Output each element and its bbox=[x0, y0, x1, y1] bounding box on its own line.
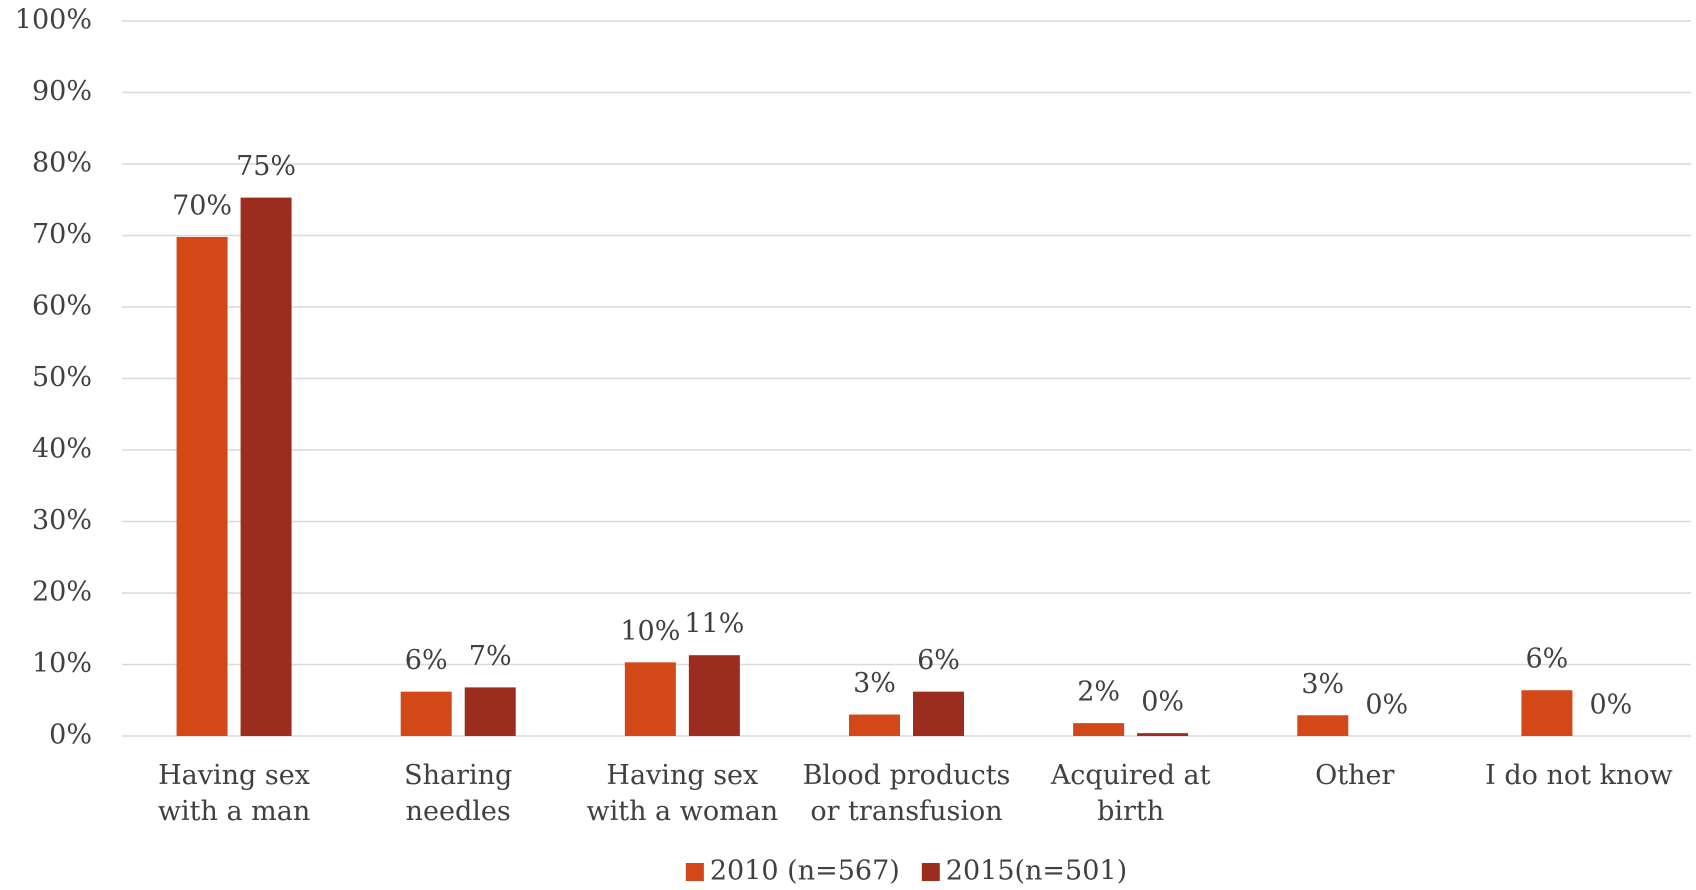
x-tick-label: Having sex with a man bbox=[157, 760, 311, 827]
bar bbox=[913, 691, 964, 736]
bar bbox=[688, 655, 740, 736]
legend-swatch bbox=[921, 863, 940, 881]
bar bbox=[464, 687, 516, 736]
bar bbox=[1521, 690, 1573, 736]
y-tick-label: 60% bbox=[32, 291, 92, 322]
x-tick-label: Blood products or transfusion bbox=[802, 760, 1011, 827]
y-tick-label: 100% bbox=[15, 5, 92, 36]
value-label: 11% bbox=[684, 609, 744, 640]
value-label: 3% bbox=[853, 668, 896, 699]
x-tick-label: Sharing needles bbox=[404, 760, 513, 827]
y-tick-label: 30% bbox=[32, 505, 92, 536]
value-label: 3% bbox=[1301, 669, 1344, 700]
y-tick-label: 80% bbox=[32, 148, 92, 179]
bar bbox=[849, 714, 900, 736]
x-tick-label: I do not know bbox=[1485, 760, 1673, 791]
value-label: 10% bbox=[620, 616, 680, 647]
x-tick-label: Having sex with a woman bbox=[586, 760, 779, 827]
legend-swatch bbox=[685, 863, 704, 881]
x-tick-label: Other bbox=[1315, 760, 1395, 791]
y-tick-label: 10% bbox=[32, 648, 92, 679]
y-tick-label: 40% bbox=[32, 434, 92, 465]
value-label: 6% bbox=[405, 645, 448, 676]
value-label: 2% bbox=[1077, 677, 1120, 708]
bar bbox=[176, 236, 228, 736]
value-label: 0% bbox=[1365, 690, 1408, 721]
value-label: 6% bbox=[917, 645, 960, 676]
y-tick-label: 70% bbox=[32, 219, 92, 250]
value-label: 7% bbox=[469, 641, 512, 672]
bar bbox=[1297, 715, 1349, 736]
legend-label: 2015(n=501) bbox=[946, 856, 1127, 887]
bar bbox=[240, 197, 292, 737]
y-tick-label: 20% bbox=[32, 577, 92, 608]
value-label: 0% bbox=[1590, 690, 1633, 721]
value-label: 6% bbox=[1526, 644, 1569, 675]
value-label: 75% bbox=[236, 151, 296, 182]
x-tick-label: Acquired at birth bbox=[1050, 760, 1211, 827]
y-tick-label: 0% bbox=[49, 720, 92, 751]
value-label: 70% bbox=[172, 190, 232, 221]
legend-label: 2010 (n=567) bbox=[710, 856, 900, 887]
bar bbox=[1073, 723, 1125, 736]
value-label: 0% bbox=[1141, 687, 1184, 718]
y-tick-label: 90% bbox=[32, 76, 92, 107]
bar bbox=[1137, 733, 1189, 736]
bar bbox=[400, 691, 452, 736]
y-tick-label: 50% bbox=[32, 362, 92, 393]
bar bbox=[624, 662, 676, 736]
